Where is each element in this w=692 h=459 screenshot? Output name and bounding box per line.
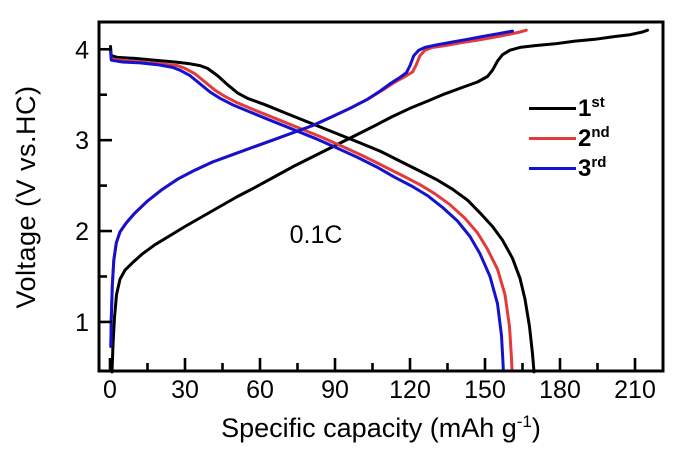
discharge-curve-3rd bbox=[109, 48, 505, 372]
discharge-curve-1st bbox=[109, 45, 536, 374]
x-tick-label: 0 bbox=[103, 376, 117, 404]
plot-frame bbox=[97, 20, 665, 373]
legend-item-2nd: 2nd bbox=[529, 123, 610, 152]
legend-label-1st: 1st bbox=[578, 93, 605, 122]
charge-curve-2nd bbox=[109, 28, 528, 348]
y-axis-title: Voltage (V vs.HC) bbox=[11, 85, 41, 309]
x-axis-title-text: Specific capacity (mAh g bbox=[221, 413, 517, 443]
legend-item-1st: 1st bbox=[529, 93, 610, 122]
legend-label-2nd: 2nd bbox=[578, 123, 610, 152]
charge-curve-1st bbox=[110, 28, 649, 374]
legend-line-2nd bbox=[529, 136, 576, 141]
x-tick-label: 60 bbox=[246, 376, 274, 404]
y-tick-label: 4 bbox=[75, 36, 89, 64]
y-tick-label: 1 bbox=[75, 309, 89, 337]
x-tick-label: 210 bbox=[614, 376, 656, 404]
y-tick-label: 2 bbox=[75, 218, 89, 246]
y-tick-label: 3 bbox=[75, 127, 89, 155]
x-tick-label: 90 bbox=[321, 376, 349, 404]
c-rate-annotation: 0.1C bbox=[289, 221, 343, 249]
legend-label-3rd: 3rd bbox=[578, 153, 607, 182]
legend: 1st 2nd 3rd bbox=[529, 93, 610, 182]
x-tick-label: 120 bbox=[389, 376, 431, 404]
x-tick-label: 150 bbox=[464, 376, 506, 404]
x-axis-title-superscript: -1 bbox=[516, 412, 532, 431]
discharge-curve-2nd bbox=[109, 47, 514, 372]
legend-item-3rd: 3rd bbox=[529, 153, 610, 182]
legend-line-1st bbox=[529, 106, 576, 111]
x-tick-label: 30 bbox=[171, 376, 199, 404]
charge-curve-3rd bbox=[109, 29, 514, 348]
legend-line-3rd bbox=[529, 166, 576, 171]
x-axis-title-suffix: ) bbox=[531, 413, 541, 443]
x-axis-title: Specific capacity (mAh g-1) bbox=[99, 413, 663, 444]
x-tick-label: 180 bbox=[539, 376, 581, 404]
